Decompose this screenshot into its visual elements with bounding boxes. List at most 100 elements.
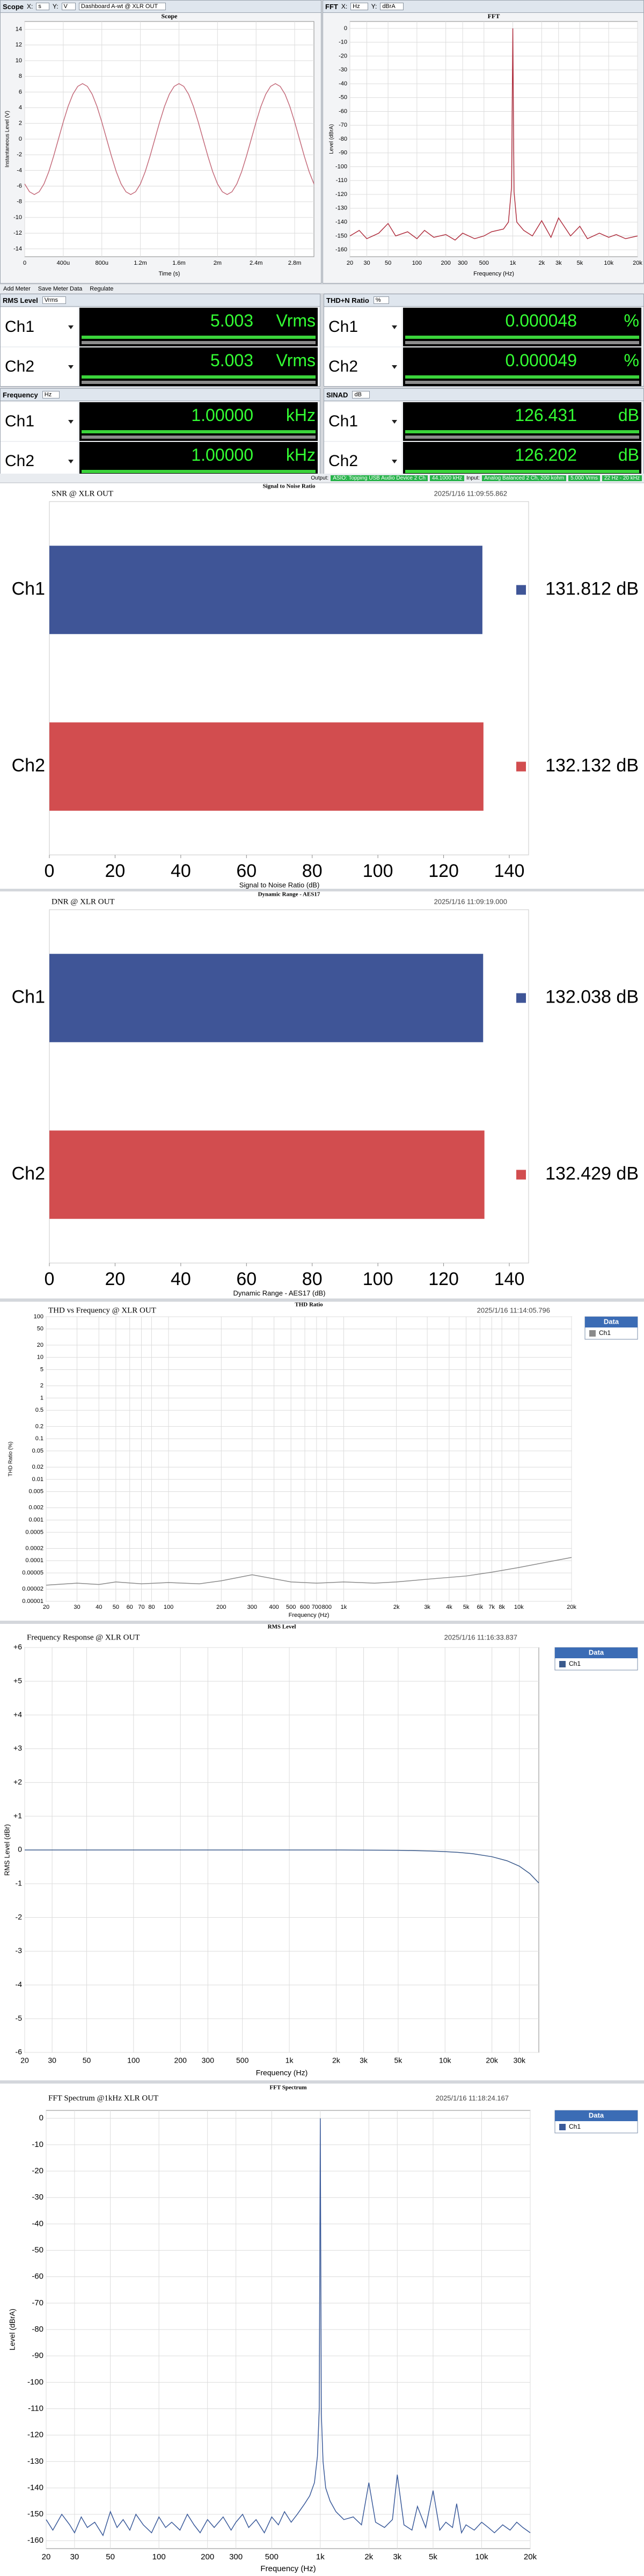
x-tick-label: 20 [43, 1604, 49, 1610]
y-tick-label: -80 [339, 136, 347, 142]
x-tick-label: 300 [229, 2552, 243, 2562]
unit-select[interactable]: dBrA [380, 3, 404, 10]
y-tick-label: 0 [344, 25, 347, 32]
channel-select[interactable]: Ch2 [1, 347, 78, 386]
y-tick-label: +6 [13, 1643, 22, 1651]
x-tick-label: 50 [113, 1604, 119, 1610]
legend-title: Data [604, 1317, 619, 1325]
x-tick-label: 120 [428, 861, 459, 881]
channel-select[interactable]: Ch1 [1, 402, 78, 441]
status-item[interactable]: 44.1000 kHz [429, 475, 465, 481]
unit-select[interactable]: Hz [42, 391, 60, 398]
unit-select[interactable]: % [373, 296, 389, 304]
y-tick-label: 0 [19, 136, 22, 142]
x-tick-label: 20k [486, 2056, 499, 2065]
y-tick-label: -1 [16, 1879, 23, 1888]
unit-select[interactable]: dB [352, 391, 370, 398]
channel-name: Ch1 [5, 412, 35, 430]
x-tick-label: 10k [475, 2552, 488, 2562]
status-item[interactable]: Analog Balanced 2 Ch, 200 kohm [482, 475, 567, 481]
unit-select[interactable]: Vrms [42, 296, 67, 304]
unit-select[interactable]: s [36, 3, 49, 10]
x-tick-label: 300 [247, 1604, 257, 1610]
channel-select[interactable]: Ch2 [324, 347, 401, 386]
y-tick-label: 0 [18, 1845, 22, 1854]
y-tick-label: -30 [339, 67, 347, 73]
y-tick-label: -120 [27, 2430, 43, 2440]
dropdown-arrow [68, 365, 74, 369]
y-tick-label: 0 [39, 2114, 43, 2123]
channel-name: Ch2 [328, 358, 358, 375]
legend-header [555, 2110, 638, 2121]
level-bar-track [82, 381, 316, 384]
channel-name: Ch2 [328, 452, 358, 470]
y-tick-label: +5 [13, 1677, 22, 1685]
x-axis-label: Frequency (Hz) [473, 271, 514, 277]
x-tick-label: 40 [171, 1269, 191, 1289]
meter-unit: % [624, 311, 639, 330]
status-label: Output: [311, 475, 329, 481]
status-item[interactable]: ASIO: Topping USB Audio Device 2 Ch [331, 475, 428, 481]
chart-title: FFT Spectrum [269, 2085, 306, 2091]
channel-select[interactable]: Ch1 [324, 308, 401, 346]
x-tick-label: 200 [201, 2552, 214, 2562]
level-bar [405, 336, 639, 339]
x-tick-label: 40 [96, 1604, 102, 1610]
x-axis-label: Frequency (Hz) [256, 2069, 308, 2077]
plot-area [46, 1316, 572, 1602]
value-label: 132.429 dB [545, 1163, 639, 1184]
fft-header: FFT X: Hz Y: dBrA [323, 1, 643, 13]
source-select[interactable]: Dashboard A-wt @ XLR OUT [78, 3, 166, 10]
x-tick-label: 2k [364, 2552, 373, 2562]
y-tick-label: 10 [16, 57, 22, 64]
legend-title: Data [589, 2111, 604, 2119]
toolbar: Add Meter Save Meter Data Regulate [0, 285, 644, 293]
level-bar-track [82, 436, 316, 439]
y-tick-label: 0.001 [28, 1516, 43, 1523]
x-tick-label: 120 [428, 1269, 459, 1289]
meter-header: THD+N Ratio% [324, 294, 643, 307]
toolbar-button[interactable]: Save Meter Data [38, 286, 83, 292]
chart-title: RMS Level [268, 1624, 296, 1630]
x-tick-label: 30k [513, 2056, 526, 2065]
y-tick-label: 20 [37, 1342, 43, 1348]
y-tick-label: 0.1 [35, 1435, 43, 1442]
y-tick-label: -120 [335, 191, 347, 198]
chart-subtitle: DNR @ XLR OUT [52, 897, 115, 906]
x-tick-label: 100 [363, 1269, 393, 1289]
x-tick-label: 20 [20, 2056, 29, 2065]
x-tick-label: 80 [302, 861, 323, 881]
toolbar-button[interactable]: Add Meter [3, 286, 31, 292]
x-tick-label: 4k [446, 1604, 452, 1610]
unit-select[interactable]: Hz [350, 3, 368, 10]
chart-title: Dynamic Range - AES17 [258, 891, 320, 898]
y-tick-label: -80 [32, 2325, 43, 2334]
y-tick-label: 0.00002 [22, 1586, 43, 1592]
x-tick-label: 3k [360, 2056, 368, 2065]
y-tick-label: -70 [339, 122, 347, 128]
x-tick-label: 2k [539, 260, 545, 266]
status-item[interactable]: 5.000 Vrms [568, 475, 600, 481]
meter-value: 5.003 [210, 351, 253, 370]
x-tick-label: 60 [236, 1269, 257, 1289]
meter-header: Frequency Hz [1, 389, 320, 401]
unit-select[interactable]: V [61, 3, 76, 10]
meter-display: 0.000049% [403, 347, 641, 386]
x-tick-label: 200 [441, 260, 450, 266]
x-tick-label: 20 [42, 2552, 51, 2562]
x-tick-label: 20 [105, 1269, 126, 1289]
legend-swatch [516, 585, 526, 595]
status-item[interactable]: 22 Hz - 20 kHz [602, 475, 642, 481]
x-tick-label: 50 [83, 2056, 91, 2065]
channel-select[interactable]: Ch1 [324, 402, 401, 441]
channel-name: Ch2 [5, 358, 35, 375]
y-axis-label: Instantaneous Level (V) [5, 111, 11, 168]
toolbar-button[interactable]: Regulate [90, 286, 114, 292]
y-tick-label: 8 [19, 73, 22, 79]
y-tick-label: -70 [32, 2298, 43, 2307]
channel-select[interactable]: Ch1 [1, 308, 78, 346]
value-label: 131.812 dB [545, 578, 639, 599]
category-label: Ch1 [12, 578, 45, 599]
meter-unit: kHz [286, 445, 316, 465]
x-tick-label: 100 [164, 1604, 173, 1610]
